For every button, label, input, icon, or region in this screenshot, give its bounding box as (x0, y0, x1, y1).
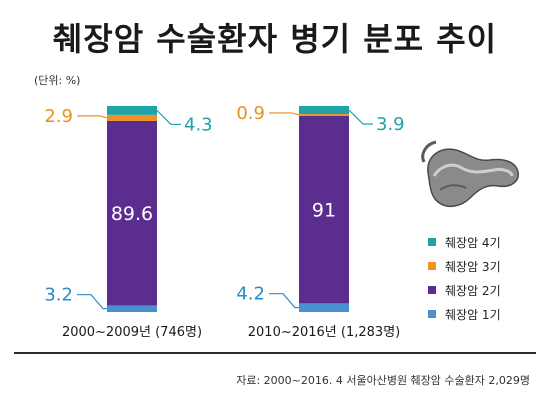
legend-swatch (428, 286, 436, 294)
bar-segment-stage2 (107, 120, 157, 306)
leader-line-stage4 (348, 109, 373, 125)
bar-segment-stage2 (299, 115, 349, 304)
bar-segment-stage3 (107, 114, 157, 121)
bar-segment-stage4 (107, 106, 157, 115)
legend-label: 췌장암 2기 (445, 283, 501, 298)
bar-segment-stage1 (107, 305, 157, 312)
legend-item: 췌장암 4기 (428, 230, 501, 254)
chart-title: 췌장암 수술환자 병기 분포 추이 (52, 20, 498, 58)
bar-segment-stage1 (299, 303, 349, 312)
data-label-stage4: 3.9 (376, 114, 405, 135)
legend-label: 췌장암 1기 (445, 307, 501, 322)
unit-label: (단위: %) (34, 74, 81, 87)
data-label-stage1: 3.2 (44, 285, 73, 306)
legend-swatch (428, 310, 436, 318)
legend-label: 췌장암 3기 (445, 259, 501, 274)
bar-segment-stage4 (299, 106, 349, 115)
legend-item: 췌장암 2기 (428, 278, 501, 302)
data-label-stage1: 4.2 (236, 284, 265, 305)
stacked-bar-chart: 89.6 2.9 4.3 3.2 2000~2009년 (746명) 91 0.9 3.9 4.… (44, 103, 405, 340)
bar-segment-stage3 (299, 114, 349, 116)
leader-line-stage1 (77, 294, 107, 310)
source-note: 자료: 2000~2016. 4 서울아산병원 췌장암 수술환자 2,029명 (236, 374, 530, 387)
divider-line (14, 352, 536, 354)
legend-label: 췌장암 4기 (445, 235, 501, 250)
leader-line-stage4 (156, 110, 181, 126)
data-label-stage3: 0.9 (236, 103, 265, 124)
data-label-stage3: 2.9 (44, 106, 73, 127)
data-label-stage2: 89.6 (111, 203, 153, 225)
pancreas-illustration (418, 132, 528, 226)
leader-line-stage3 (77, 115, 108, 119)
leader-line-stage3 (269, 112, 300, 116)
data-label-stage4: 4.3 (184, 114, 213, 135)
legend-swatch (428, 262, 436, 270)
leader-line-stage1 (269, 293, 299, 309)
legend-swatch (428, 238, 436, 246)
legend-item: 췌장암 1기 (428, 302, 501, 326)
data-label-stage2: 91 (312, 200, 336, 222)
category-label: 2010~2016년 (1,283명) (248, 325, 400, 340)
category-label: 2000~2009년 (746명) (62, 325, 202, 340)
legend-item: 췌장암 3기 (428, 254, 501, 278)
